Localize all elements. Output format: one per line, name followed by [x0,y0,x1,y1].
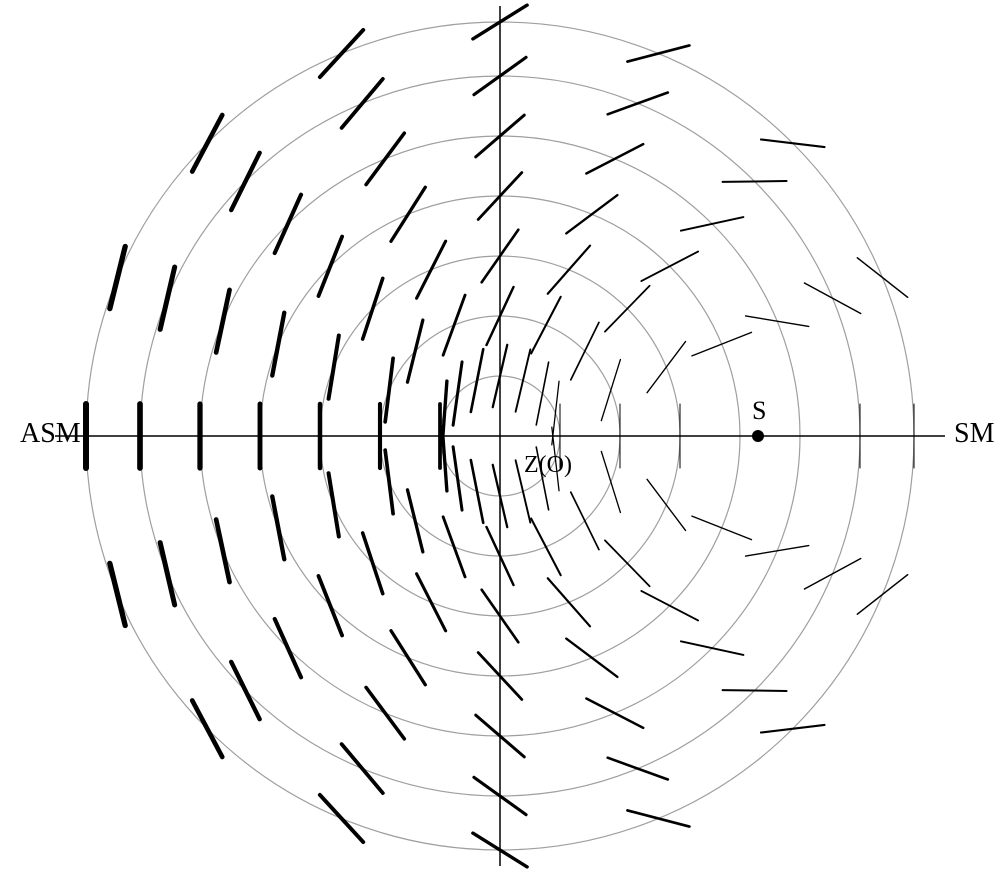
label-s: S [752,396,766,426]
label-asm: ASM [20,418,81,450]
diagram-svg [0,0,1000,872]
label-zo: Z(O) [524,452,572,479]
diagram-container: ASM SM S Z(O) [0,0,1000,872]
label-sm: SM [954,418,994,450]
